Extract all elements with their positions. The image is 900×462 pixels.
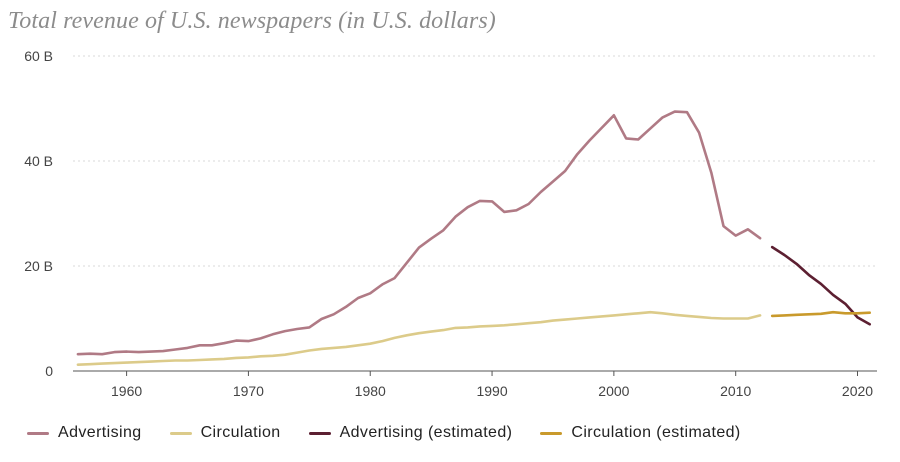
- axes: 0 20 B 40 B 60 B 1960 1970 1980 1990 2000 2010 202…: [24, 48, 877, 399]
- x-tick-label: 1980: [355, 383, 386, 399]
- x-tick-label: 1970: [233, 383, 264, 399]
- x-tick-label: 2000: [598, 383, 629, 399]
- legend-swatch: [169, 431, 192, 435]
- x-tick-label: 1960: [111, 383, 142, 399]
- legend-item[interactable]: Advertising (estimated): [308, 424, 513, 442]
- series-line-advertising: [76, 110, 762, 356]
- legend-label: Advertising (estimated): [339, 424, 513, 441]
- grid-lines: [73, 55, 877, 267]
- y-tick-label: 40 B: [24, 153, 53, 169]
- x-tick-label: 2010: [720, 383, 751, 399]
- legend-label: Advertising: [58, 424, 142, 441]
- legend-item[interactable]: Circulation: [169, 424, 281, 442]
- y-tick-label: 60 B: [24, 48, 53, 64]
- legend-swatch: [540, 431, 563, 435]
- legend-label: Circulation (estimated): [571, 424, 741, 441]
- x-tick-label: 1990: [476, 383, 507, 399]
- series-lines: [76, 110, 872, 367]
- x-tick-label: 2020: [842, 383, 873, 399]
- legend: Advertising Circulation Advertising (estim…: [27, 424, 769, 442]
- series-line-circulation-estimated: [770, 310, 872, 318]
- legend-item[interactable]: Circulation (estimated): [540, 424, 740, 442]
- y-tick-label: 0: [45, 363, 53, 379]
- series-line-circulation: [76, 310, 762, 367]
- legend-item[interactable]: Advertising: [27, 424, 142, 442]
- legend-label: Circulation: [200, 424, 281, 441]
- legend-swatch: [27, 431, 49, 435]
- y-tick-label: 20 B: [24, 258, 53, 274]
- chart-title: Total revenue of U.S. newspapers (in U.S…: [8, 8, 496, 34]
- legend-swatch: [308, 431, 331, 435]
- line-chart: 0 20 B 40 B 60 B 1960 1970 1980 1990 2000 2010 202…: [24, 48, 877, 399]
